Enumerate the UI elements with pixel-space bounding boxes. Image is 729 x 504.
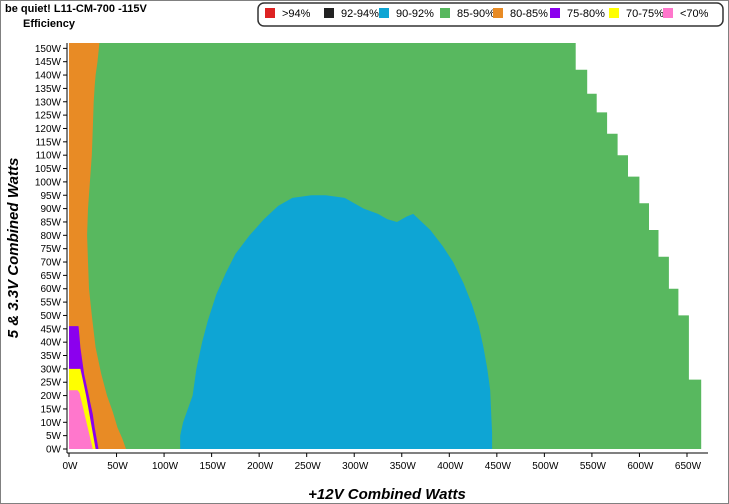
legend-swatch-85-90pct xyxy=(440,8,450,18)
y-tick-label: 5W xyxy=(46,431,62,442)
region-80-85pct xyxy=(69,43,126,449)
y-tick-label: 30W xyxy=(40,364,61,375)
y-tick-label: 120W xyxy=(35,124,62,135)
y-axis-ticks: 0W 5W 10W 15W 20W 25W 30W 35W 40W 45W 50W 55W 60W 65W… xyxy=(35,44,67,456)
legend-label-lt70pct: <70% xyxy=(680,8,709,20)
x-tick-label: 600W xyxy=(627,461,654,472)
x-tick-label: 150W xyxy=(200,461,227,472)
y-tick-label: 65W xyxy=(40,271,61,282)
x-tick-label: 350W xyxy=(390,461,417,472)
x-tick-label: 50W xyxy=(107,461,128,472)
y-tick-label: 140W xyxy=(35,71,62,82)
plot-regions xyxy=(69,43,702,449)
y-tick-label: 105W xyxy=(35,164,62,175)
y-tick-label: 100W xyxy=(35,177,62,188)
y-tick-label: 45W xyxy=(40,324,61,335)
x-tick-label: 450W xyxy=(485,461,512,472)
y-tick-label: 40W xyxy=(40,338,61,349)
y-axis-title: 5 & 3.3V Combined Watts xyxy=(5,158,22,339)
y-tick-label: 85W xyxy=(40,217,61,228)
y-tick-label: 115W xyxy=(36,137,62,148)
x-axis-ticks: 0W 50W 100W 150W 200W 250W 300W 350W 400W 450W 500… xyxy=(63,453,702,472)
x-axis-title: +12V Combined Watts xyxy=(308,486,466,503)
y-tick-label: 145W xyxy=(35,57,62,68)
y-tick-label: 55W xyxy=(40,298,61,309)
x-tick-label: 400W xyxy=(437,461,464,472)
x-tick-label: 100W xyxy=(152,461,179,472)
y-tick-label: 80W xyxy=(40,231,61,242)
legend-swatch-lt70pct xyxy=(663,8,673,18)
x-tick-label: 650W xyxy=(675,461,702,472)
y-tick-label: 35W xyxy=(40,351,61,362)
legend-swatch-gt94pct xyxy=(265,8,275,18)
y-tick-label: 25W xyxy=(40,378,61,389)
y-tick-label: 70W xyxy=(40,258,61,269)
legend-swatch-90-92pct xyxy=(379,8,389,18)
y-tick-label: 10W xyxy=(40,418,61,429)
x-tick-label: 250W xyxy=(295,461,322,472)
y-tick-label: 95W xyxy=(40,191,61,202)
legend-swatch-92-94pct xyxy=(324,8,334,18)
legend-label-90-92pct: 90-92% xyxy=(396,8,434,20)
legend-label-70-75pct: 70-75% xyxy=(626,8,664,20)
legend-label-85-90pct: 85-90% xyxy=(457,8,495,20)
region-90-92pct xyxy=(180,195,493,449)
y-tick-label: 150W xyxy=(35,44,62,55)
chart-subtitle: Efficiency xyxy=(23,18,76,30)
legend-label-80-85pct: 80-85% xyxy=(510,8,548,20)
x-tick-label: 500W xyxy=(532,461,559,472)
y-tick-label: 60W xyxy=(40,284,61,295)
x-tick-label: 300W xyxy=(342,461,369,472)
y-tick-label: 50W xyxy=(40,311,61,322)
region-lt70pct xyxy=(69,390,93,449)
legend: >94% 92-94% 90-92% 85-90% 80-85% 75-80% 70-75%… xyxy=(257,2,724,27)
y-tick-label: 15W xyxy=(40,404,61,415)
legend-box xyxy=(257,2,724,27)
y-tick-label: 125W xyxy=(35,111,62,122)
y-tick-label: 0W xyxy=(46,445,62,456)
y-tick-label: 130W xyxy=(35,97,62,108)
y-tick-label: 90W xyxy=(40,204,61,215)
x-tick-label: 0W xyxy=(63,461,79,472)
legend-label-92-94pct: 92-94% xyxy=(341,8,379,20)
x-tick-label: 200W xyxy=(247,461,274,472)
y-tick-label: 75W xyxy=(40,244,61,255)
legend-label-gt94pct: >94% xyxy=(282,8,311,20)
legend-swatch-75-80pct xyxy=(550,8,560,18)
y-tick-label: 20W xyxy=(40,391,61,402)
y-tick-label: 135W xyxy=(35,84,62,95)
y-tick-label: 110W xyxy=(36,151,62,162)
legend-label-75-80pct: 75-80% xyxy=(567,8,605,20)
x-tick-label: 550W xyxy=(580,461,607,472)
legend-swatch-70-75pct xyxy=(609,8,619,18)
chart-title: be quiet! L11-CM-700 -115V xyxy=(5,3,147,15)
legend-swatch-80-85pct xyxy=(493,8,503,18)
